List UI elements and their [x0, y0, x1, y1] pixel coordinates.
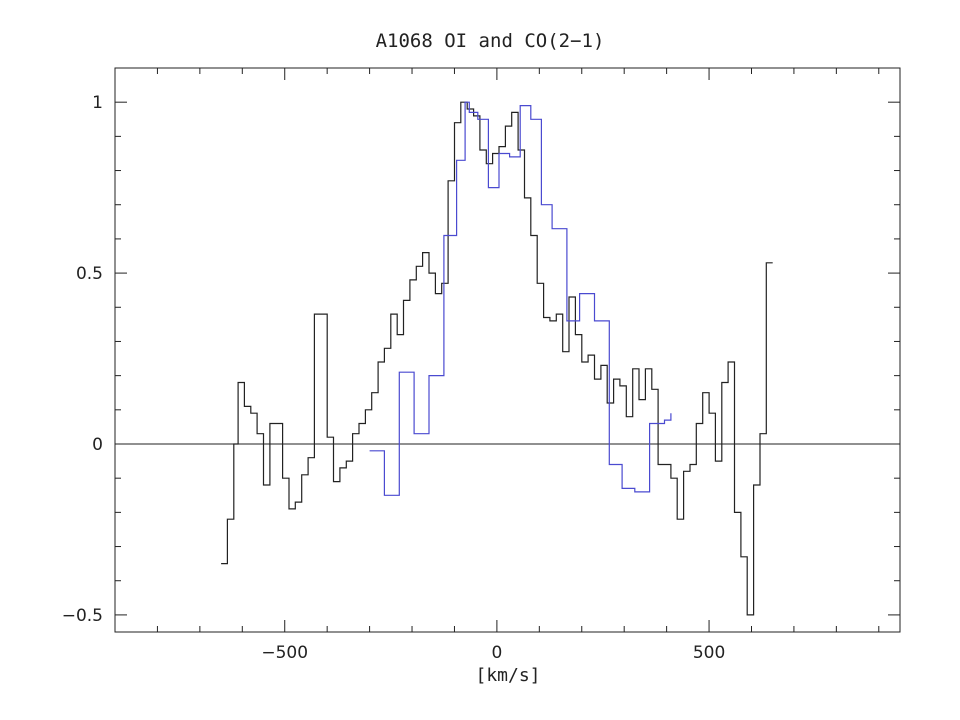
- series-line-1: [221, 101, 773, 616]
- y-tick-label: 0.5: [76, 264, 103, 284]
- y-tick-label: 0: [92, 435, 103, 455]
- x-tick-label: 500: [693, 643, 725, 663]
- y-tick-label: 1: [92, 93, 103, 113]
- axis-ticks: [115, 67, 900, 632]
- chart-title: A1068 OI and CO(2−1): [376, 30, 605, 52]
- series-layer: [221, 101, 773, 616]
- x-tick-label: −500: [261, 643, 308, 663]
- x-axis-label: [km/s]: [475, 665, 540, 686]
- y-tick-label: −0.5: [62, 606, 103, 626]
- tick-labels: −500 0 500 −0.5 0 0.5 1: [62, 93, 726, 663]
- plot-frame: [114, 67, 901, 633]
- series-line-2: [369, 101, 672, 496]
- x-tick-label: 0: [491, 643, 502, 663]
